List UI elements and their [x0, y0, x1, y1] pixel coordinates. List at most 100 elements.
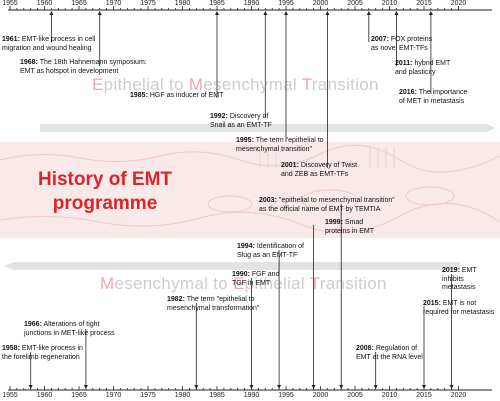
met-arrow: [4, 262, 460, 270]
tick-label-bottom: 1985: [209, 392, 225, 399]
event-bottom-2: 1994: Identification of Slug as an EMT-T…: [237, 243, 304, 260]
tick-label-bottom: 1965: [71, 392, 87, 399]
tick-label-top: 2000: [312, 0, 329, 7]
event-year: 2001:: [281, 162, 299, 169]
tick-label-bottom: 1975: [140, 392, 156, 399]
event-year: 2016:: [399, 89, 417, 96]
event-text: EMT-like process in the forelimb regener…: [2, 345, 83, 361]
leader-arrowhead: [28, 385, 33, 389]
event-bottom-4: 1982: The term "epithelial to mesenchyma…: [167, 296, 259, 313]
leader-arrowhead: [277, 385, 282, 389]
leader-arrowhead: [97, 11, 102, 15]
event-year: 2008:: [356, 345, 374, 352]
event-bottom-1: 1999: Smad proteins in EMT: [325, 219, 374, 236]
event-year: 1982:: [167, 296, 185, 303]
event-bottom-9: 2008: Regulation of EMT at the RNA level: [356, 345, 423, 362]
cell-illustration: [0, 144, 500, 233]
tick-label-top: 2005: [347, 0, 363, 7]
leader-arrowhead: [49, 11, 54, 15]
event-year: 1966:: [24, 321, 42, 328]
leader-arrowhead: [215, 11, 219, 15]
event-bottom-7: 1966: Alterations of tight junctions in …: [24, 321, 115, 338]
leader-arrowhead: [422, 385, 426, 389]
top-event-leaders: [49, 11, 433, 168]
event-text: Regulation of EMT at the RNA level: [356, 345, 423, 361]
event-year: 1995:: [236, 137, 254, 144]
tick-label-top: 1970: [105, 0, 122, 7]
event-year: 1968:: [20, 59, 38, 66]
event-text: Alterations of tight junctions in MET-li…: [24, 321, 115, 337]
event-text: HGF as inducer of EMT: [147, 92, 224, 99]
tick-label-top: 2010: [381, 0, 398, 7]
event-year: 1958:: [2, 345, 20, 352]
leader-arrowhead: [394, 11, 399, 15]
leader-arrowhead: [311, 385, 316, 389]
event-year: 2007:: [371, 36, 389, 43]
event-year: 1961:: [2, 36, 20, 43]
event-text: The term "epithelial to mesenchymal tran…: [167, 296, 260, 312]
cell-band: [0, 142, 500, 238]
event-text: EMT inhibits metastasis: [442, 267, 477, 292]
event-bottom-3: 1990: FGF and TGF in EMT: [232, 271, 279, 288]
event-year: 1999:: [325, 219, 343, 226]
bottom-axis-ticks: [9, 386, 459, 390]
event-year: 2003:: [259, 197, 277, 204]
event-bottom-8: 1958: EMT-like process in the forelimb r…: [2, 345, 83, 362]
emt-arrow: [40, 124, 496, 132]
event-top-1: 1968: The 18th Hahnemann symposium: EMT …: [20, 59, 147, 76]
event-text: The 18th Hahnemann symposium: EMT as hot…: [20, 59, 147, 75]
event-text: FGF and TGF in EMT: [232, 271, 280, 287]
event-bottom-6: 2015: EMT is not required for metastasis: [423, 300, 494, 317]
tick-label-bottom: 1980: [174, 392, 191, 399]
event-year: 1990:: [232, 271, 250, 278]
leader-arrowhead: [284, 11, 288, 15]
event-top-7: 2011: hybrid EMT and plasticity: [395, 60, 450, 77]
event-text: EMT is not required for metastasis: [423, 300, 495, 316]
event-year: 1992:: [210, 113, 228, 120]
event-text: hybrid EMT and plasticity: [395, 60, 451, 76]
event-top-6: 2007: FOX proteins as novel EMT-TFs: [371, 36, 432, 53]
tick-label-top: 1955: [2, 0, 18, 7]
leader-arrowhead: [339, 385, 344, 389]
tick-label-bottom: 1995: [278, 392, 294, 399]
tick-label-top: 2015: [416, 0, 432, 7]
event-top-8: 2016: The importance of MET in metastasi…: [399, 89, 467, 106]
tick-label-top: 2020: [450, 0, 467, 7]
event-text: FOX proteins as novel EMT-TFs: [371, 36, 433, 52]
event-top-0: 1961: EMT-like process in cell migration…: [2, 36, 95, 53]
tick-label-bottom: 2005: [347, 392, 363, 399]
tick-label-bottom: 2020: [450, 392, 467, 399]
event-year: 2019:: [442, 267, 460, 274]
tick-label-top: 1960: [36, 0, 53, 7]
tick-label-top: 1980: [174, 0, 191, 7]
tick-label-bottom: 2015: [416, 392, 432, 399]
leader-arrowhead: [249, 385, 254, 389]
event-text: Identification of Slug as an EMT-TF: [237, 243, 304, 259]
event-bottom-5: 2019: EMT inhibits metastasis: [442, 267, 500, 293]
leader-arrowhead: [325, 11, 330, 15]
event-top-4: 1995: The term "epithelial to mesenchyma…: [236, 137, 324, 154]
tick-label-bottom: 1990: [243, 392, 260, 399]
event-text: The term "epithelial to mesenchymal tran…: [236, 137, 324, 153]
figure-title: History of EMT programme: [37, 169, 173, 214]
event-text: The importance of MET in metastasis: [399, 89, 468, 105]
emt-band-label: Epithelial to Mesenchymal Transition: [92, 75, 379, 94]
leader-arrowhead: [366, 11, 371, 15]
leader-arrowhead: [428, 11, 433, 15]
tick-label-top: 1990: [243, 0, 260, 7]
top-axis-ticks: [9, 6, 459, 10]
leader-arrowhead: [83, 385, 88, 389]
tick-label-top: 1975: [140, 0, 156, 7]
event-top-2: 1985: HGF as inducer of EMT: [130, 92, 223, 101]
event-year: 1985:: [130, 92, 148, 99]
tick-label-top: 1995: [278, 0, 294, 7]
tick-label-top: 1965: [71, 0, 87, 7]
event-top-5: 2001: Discovery of Twist and ZEB as EMT-…: [281, 162, 357, 179]
leader-arrowhead: [263, 11, 268, 15]
event-text: "epithelial to mesenchymal transition" a…: [259, 197, 395, 213]
leader-arrowhead: [449, 385, 454, 389]
event-year: 2011:: [395, 60, 413, 67]
event-text: Discovery of Twist and ZEB as EMT-TFs: [281, 162, 358, 178]
